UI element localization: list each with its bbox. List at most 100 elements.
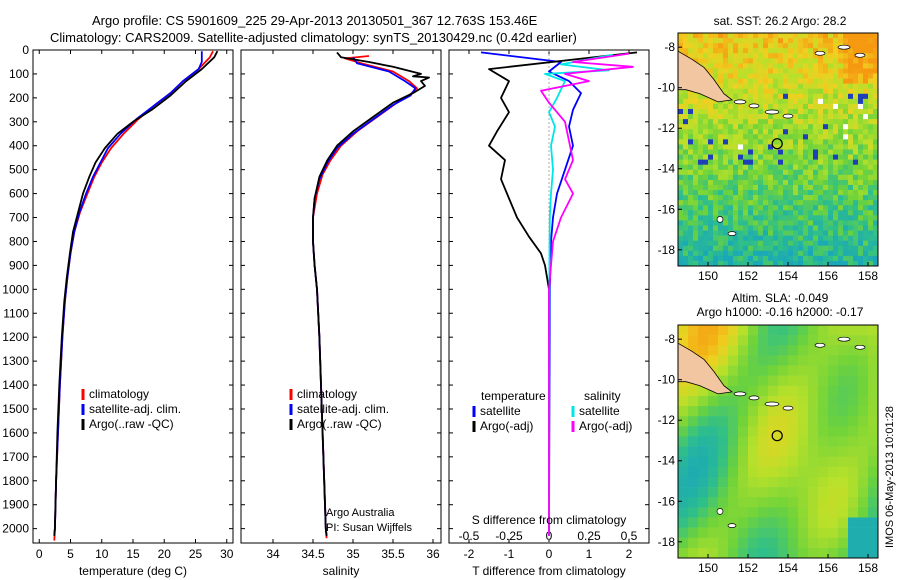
heatmap-cell — [723, 260, 729, 267]
heatmap-cell — [718, 537, 729, 549]
heatmap-cell — [683, 215, 689, 221]
heatmap-cell — [798, 335, 809, 346]
heatmap-cell — [748, 144, 754, 150]
heatmap-cell — [868, 547, 879, 559]
heatmap-cell — [808, 335, 819, 346]
heatmap-cell — [853, 215, 859, 221]
heatmap-cell — [793, 255, 799, 262]
heatmap-cell — [848, 355, 859, 366]
heatmap-cell — [808, 365, 819, 376]
heatmap-cell — [783, 210, 789, 216]
heatmap-cell — [833, 174, 839, 181]
heatmap-cell — [768, 184, 774, 191]
heatmap-cell — [838, 179, 844, 186]
heatmap-cell — [873, 53, 879, 59]
heatmap-cell — [718, 250, 724, 257]
heatmap-cell — [853, 240, 859, 247]
heatmap-cell — [738, 497, 749, 508]
heatmap-cell — [843, 73, 849, 79]
heatmap-cell — [748, 476, 759, 488]
heatmap-cell — [848, 476, 859, 488]
heatmap-cell — [718, 260, 724, 267]
heatmap-cell — [768, 195, 774, 201]
heatmap-cell — [868, 395, 879, 407]
heatmap-cell — [863, 149, 869, 155]
heatmap-cell — [743, 73, 749, 79]
heatmap-cell — [858, 195, 864, 201]
heatmap-cell — [823, 195, 829, 201]
depth-tick-label: 300 — [9, 115, 29, 129]
heatmap-cell — [723, 129, 729, 135]
heatmap-cell — [818, 355, 829, 366]
heatmap-cell — [748, 88, 754, 95]
heatmap-cell — [698, 129, 704, 135]
heatmap-cell — [853, 63, 859, 69]
heatmap-cell — [738, 164, 744, 171]
heatmap-cell — [808, 63, 814, 69]
heatmap-cell — [728, 487, 739, 498]
heatmap-cell — [848, 154, 854, 160]
heatmap-cell — [813, 114, 819, 120]
heatmap-cell — [828, 63, 834, 69]
heatmap-cell — [788, 487, 799, 498]
heatmap-cell — [713, 33, 719, 39]
heatmap-cell — [798, 205, 804, 211]
heatmap-cell — [738, 375, 749, 387]
heatmap-cell — [733, 38, 739, 44]
heatmap-cell — [703, 235, 709, 241]
heatmap-cell — [803, 179, 809, 186]
heatmap-cell — [738, 215, 744, 221]
heatmap-cell — [818, 220, 824, 226]
heatmap-cell — [843, 190, 849, 196]
heatmap-cell — [688, 164, 694, 171]
heatmap-cell — [763, 159, 769, 165]
heatmap-cell — [678, 88, 684, 95]
heatmap-cell — [838, 184, 844, 191]
heatmap-cell — [713, 240, 719, 247]
heatmap-cell — [833, 159, 839, 165]
heatmap-cell — [813, 119, 819, 125]
heatmap-cell — [803, 78, 809, 84]
heatmap-cell — [788, 355, 799, 366]
heatmap-cell — [863, 134, 869, 140]
heatmap-cell — [733, 58, 739, 64]
heatmap-cell — [858, 169, 864, 176]
heatmap-cell — [853, 73, 859, 79]
heatmap-cell — [738, 365, 749, 376]
temperature-profile-panel: 0100200300400500600700800900100011001200… — [2, 43, 233, 578]
heatmap-cell — [818, 527, 829, 539]
heatmap-cell — [758, 527, 769, 539]
heatmap-cell — [783, 48, 789, 54]
heatmap-cell — [678, 395, 689, 407]
heatmap-cell — [743, 174, 749, 181]
heatmap-cell — [853, 210, 859, 216]
heatmap-cell — [698, 124, 704, 130]
heatmap-cell — [698, 240, 704, 247]
heatmap-cell — [678, 497, 689, 508]
heatmap-cell — [768, 169, 774, 176]
heatmap-cell — [848, 456, 859, 468]
heatmap-cell — [728, 195, 734, 201]
heatmap-cell — [698, 426, 709, 437]
heatmap-cell — [678, 38, 684, 44]
heatmap-cell — [698, 436, 709, 447]
heatmap-cell — [753, 38, 759, 44]
heatmap-cell — [808, 385, 819, 397]
heatmap-cell — [728, 385, 739, 397]
heatmap-cell — [713, 250, 719, 257]
heatmap-cell — [703, 250, 709, 257]
heatmap-cell — [703, 260, 709, 267]
heatmap-cell — [808, 195, 814, 201]
heatmap-cell — [748, 179, 754, 186]
heatmap-cell — [753, 48, 759, 54]
heatmap-cell — [858, 190, 864, 196]
heatmap-cell — [738, 114, 744, 120]
heatmap-cell — [778, 426, 789, 437]
heatmap-cell — [823, 260, 829, 267]
heatmap-cell — [778, 235, 784, 241]
heatmap-cell — [808, 406, 819, 417]
heatmap-cell — [808, 73, 814, 79]
heatmap-cell — [708, 144, 714, 150]
heatmap-cell — [678, 517, 689, 528]
heatmap-cell — [828, 225, 834, 231]
